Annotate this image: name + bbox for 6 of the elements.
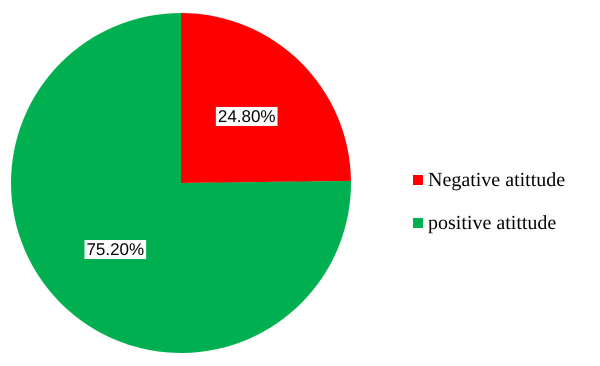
- pie-slice: [11, 13, 351, 353]
- data-label: 24.80%: [218, 106, 276, 126]
- pie-slice: [181, 13, 351, 183]
- data-label: 75.20%: [86, 240, 144, 260]
- legend-label: positive atittude: [428, 212, 556, 234]
- legend-label: Negative atittude: [428, 169, 566, 191]
